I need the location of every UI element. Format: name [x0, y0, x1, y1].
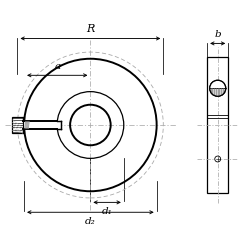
Text: d₁: d₁	[102, 207, 113, 216]
Text: R: R	[86, 24, 94, 34]
Bar	[57, 121, 62, 129]
Circle shape	[215, 156, 221, 162]
Wedge shape	[210, 80, 226, 88]
Bar	[207, 57, 228, 193]
Wedge shape	[210, 88, 226, 96]
Text: d₂: d₂	[85, 217, 96, 226]
Text: a: a	[54, 62, 60, 71]
Text: b: b	[214, 30, 221, 39]
Bar	[24, 121, 58, 129]
Bar	[12, 117, 24, 133]
